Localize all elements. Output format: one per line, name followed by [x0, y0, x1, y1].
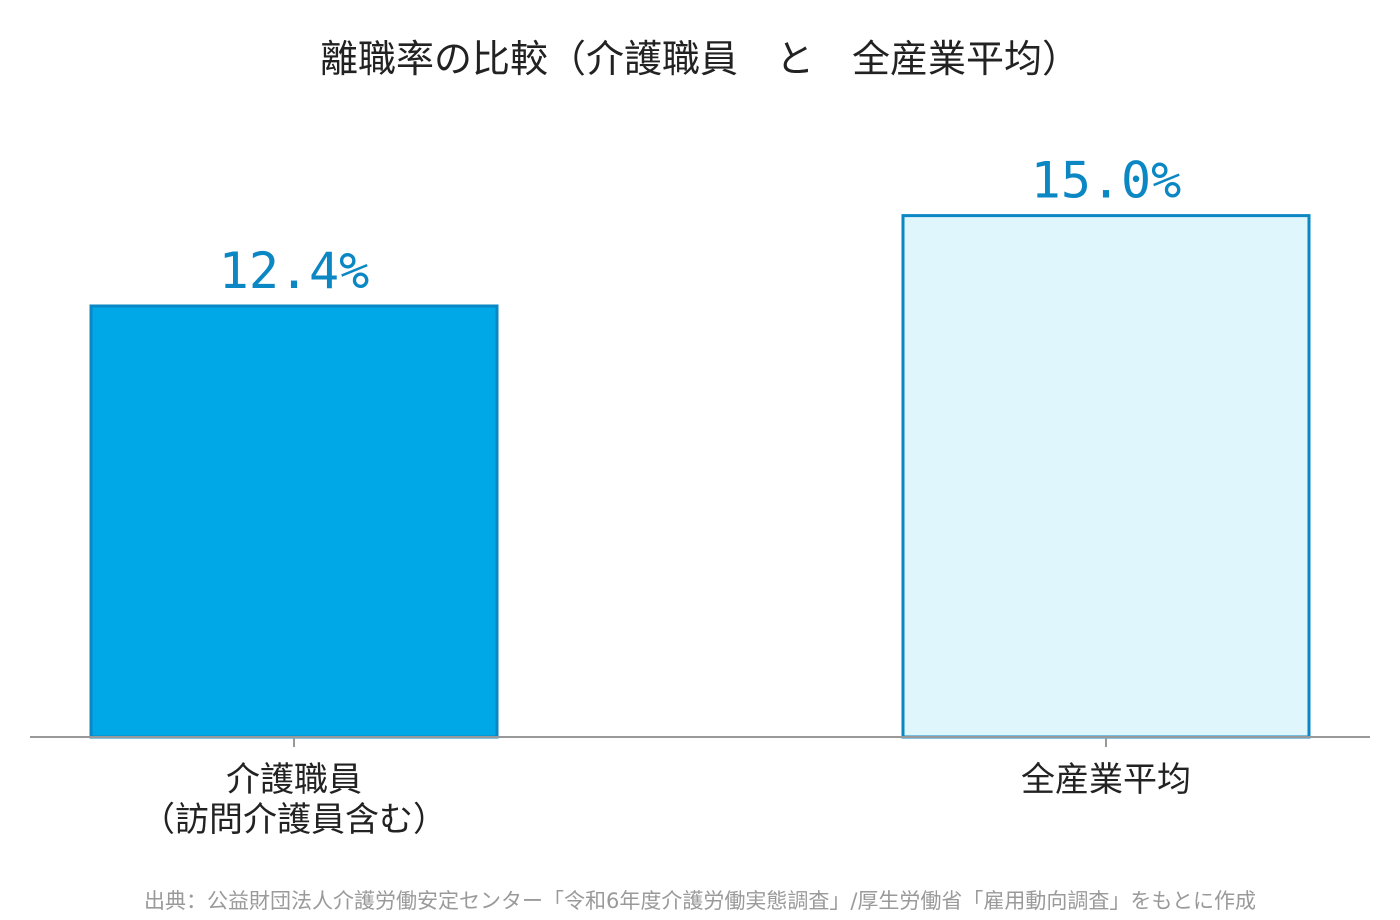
bar-2 — [901, 214, 1311, 739]
bar-value-label-2: 15.0% — [1031, 152, 1182, 210]
category-label-2-line-1: 全産業平均 — [1021, 760, 1191, 800]
bar-value-label-1: 12.4% — [219, 242, 370, 300]
category-label-1-line-2: （訪問介護員含む） — [141, 800, 447, 840]
category-label-1-line-1: 介護職員 — [226, 760, 362, 800]
bars-layer: 12.4% 15.0% — [89, 152, 1311, 739]
chart-title: 離職率の比較（介護職員 と 全産業平均） — [320, 37, 1080, 81]
source-note: 出典：公益財団法人介護労働安定センター「令和6年度介護労働実態調査」/厚生労働省… — [144, 889, 1256, 913]
labels-layer: 介護職員（訪問介護員含む） 全産業平均 — [141, 737, 1191, 840]
bar-1 — [89, 304, 499, 739]
